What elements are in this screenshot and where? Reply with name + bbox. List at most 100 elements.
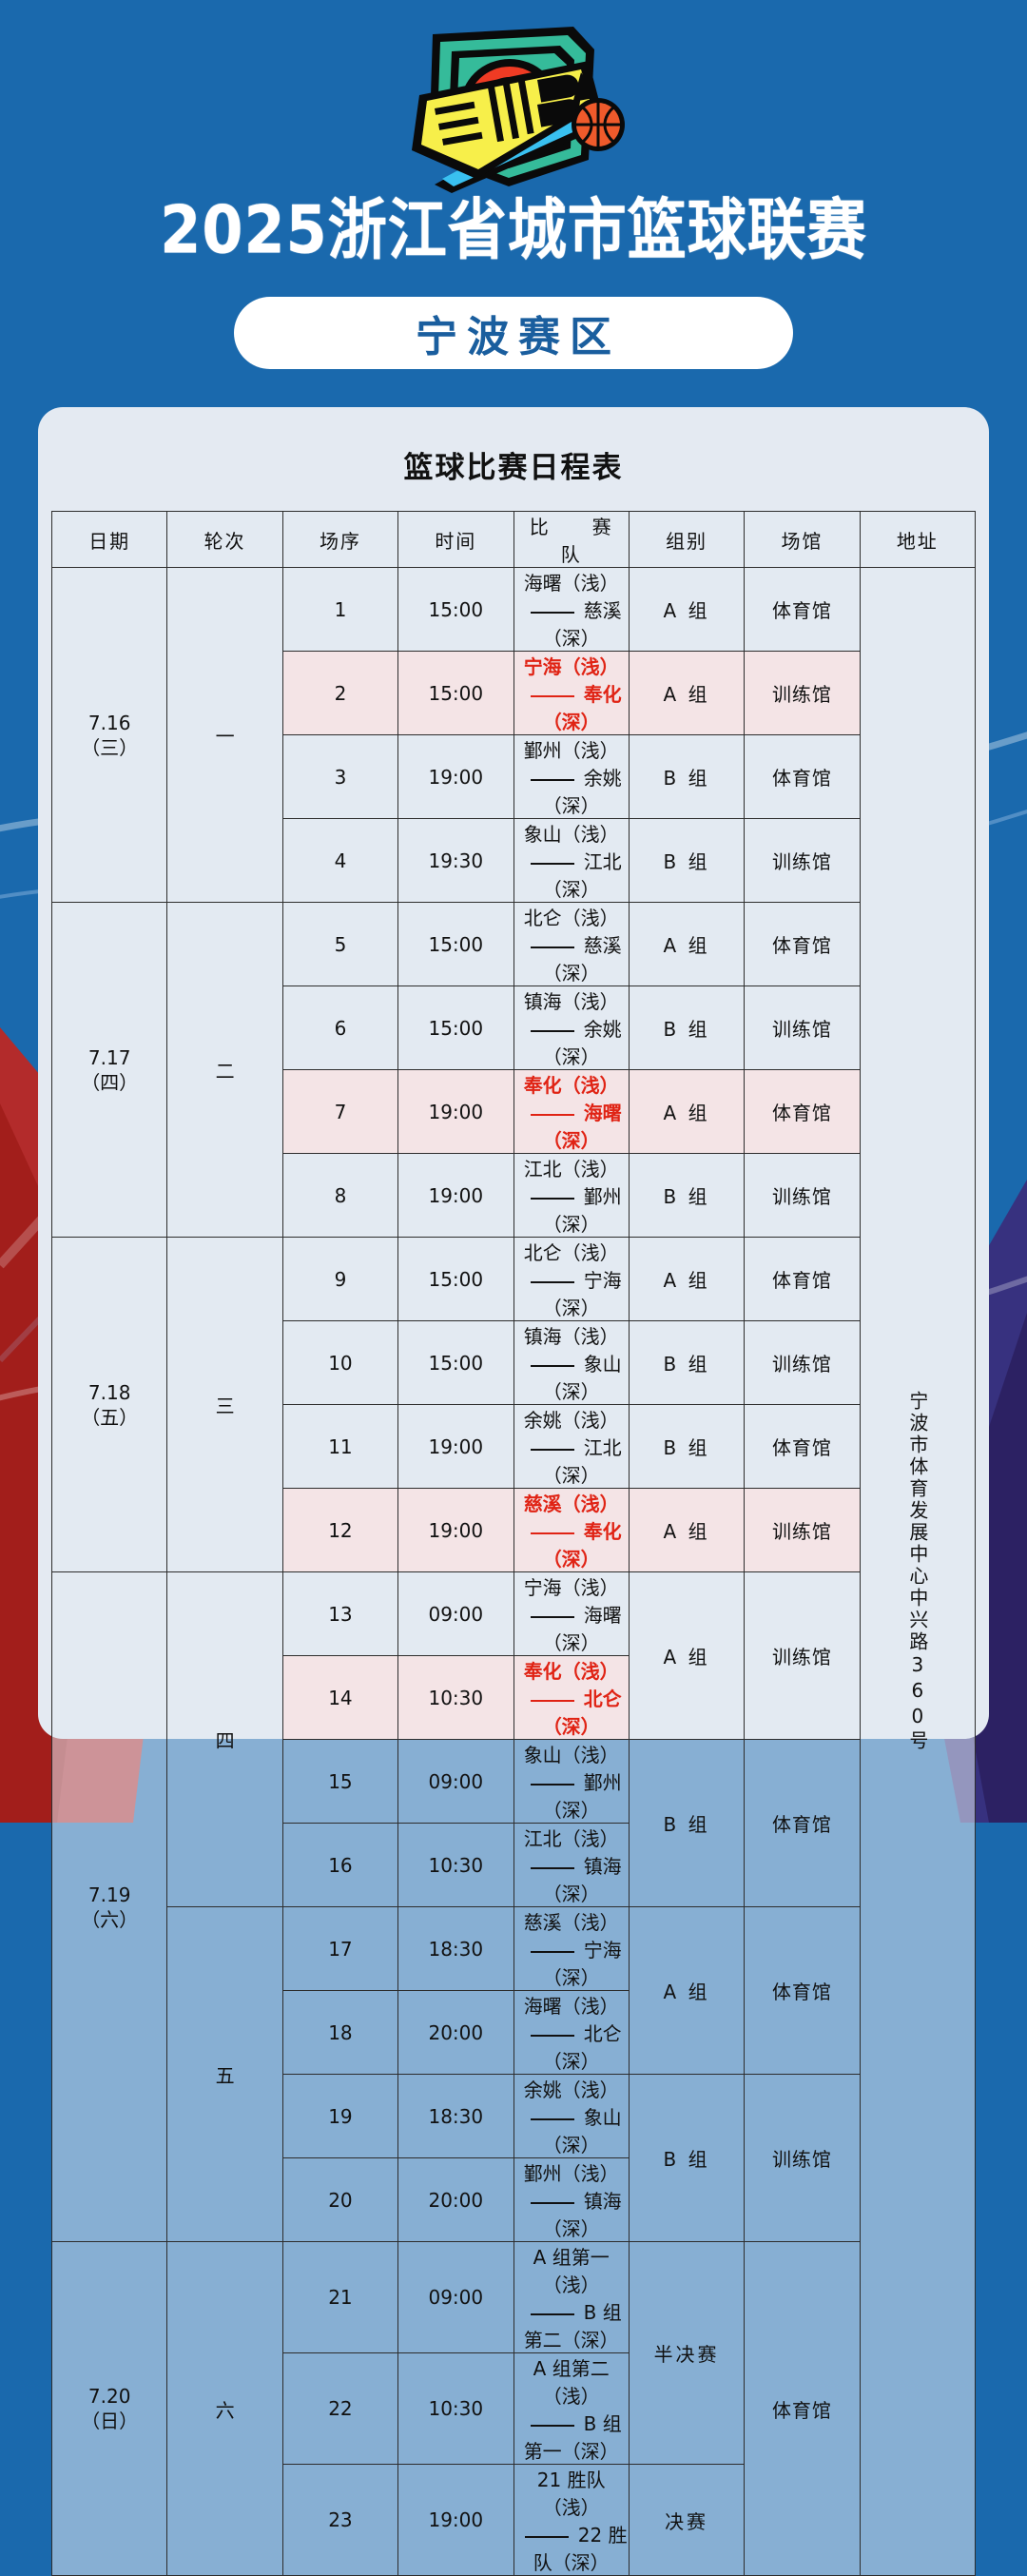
cell-group: A 组 [628, 567, 746, 652]
table-body: 7.16 （三）一 1 15:00 海曙（浅）慈溪（深） A 组体育馆 宁波市体育发展中心中… [50, 567, 977, 2576]
cell-venue: 体育馆 [744, 1739, 861, 1907]
away-team: 象山（深） [542, 1353, 622, 1403]
table-row: 7.16 （三）一 1 15:00 海曙（浅）慈溪（深） A 组体育馆 宁波市体育发展中心中… [50, 567, 977, 2576]
home-team: 镇海（浅） [523, 1325, 619, 1348]
vs-separator [530, 1364, 574, 1367]
cell-venue: 训练馆 [744, 1571, 861, 1740]
table-row: 7.19 （六）四 13 09:00 宁海（浅）海曙（深） A 组训练馆 [50, 1571, 976, 2242]
away-team: B 组第一（深） [523, 2412, 622, 2463]
cell-round: 二 [166, 902, 283, 1238]
cell-time: 15:00 [397, 1320, 514, 1405]
away-team: 象山（深） [542, 2106, 622, 2156]
cell-venue: 训练馆 [744, 651, 861, 735]
cell-match: 鄞州（浅） 镇海（深） [513, 2157, 630, 2242]
cell-group: B 组 [628, 986, 746, 1070]
home-team: 海曙（浅） [523, 1995, 619, 2018]
cell-match-no: 13 [281, 1571, 399, 1656]
cell-match: 江北（浅） 镇海（深） [513, 1823, 630, 1907]
cell-group: A 组 [628, 902, 746, 986]
header-match: 比 赛 队 [513, 511, 653, 568]
cell-time: 15:00 [397, 567, 514, 652]
vs-separator [530, 1197, 574, 1200]
vs-separator [530, 1950, 574, 1953]
vs-separator [530, 862, 574, 865]
table-row: 2 15:00 宁海（浅） 奉化（深） A 组训练馆 [52, 651, 976, 735]
table-row: 7.17 （四）二 5 15:00 北仑（浅）慈溪（深） A 组体育馆 [50, 902, 976, 1238]
cell-match: 鄞州（浅） 余姚（深） [513, 734, 630, 819]
table-row: 7.18 （五）三 9 15:00 北仑（浅）宁海（深） A 组体育馆 [50, 1237, 976, 1572]
cell-match-no: 1 [281, 567, 399, 652]
cell-match: 慈溪（浅） 宁海（深） [513, 1906, 630, 1991]
home-team: A 组第二（浅） [533, 2357, 610, 2408]
cell-time: 19:00 [397, 2464, 514, 2576]
cell-match: 镇海（浅） 余姚（深） [513, 986, 630, 1070]
cell-venue: 体育馆 [744, 1906, 861, 2075]
cell-group: A 组 [628, 1488, 746, 1572]
cell-match-no: 8 [281, 1153, 399, 1238]
cell-group: B 组 [628, 1153, 746, 1238]
address-text: 宁波市体育发展中心中兴路360号 [905, 1391, 929, 1752]
cell-date: 7.17 （四） [50, 902, 168, 1238]
vs-separator [530, 1783, 574, 1786]
cell-venue: 体育馆 [744, 1237, 861, 1321]
vs-separator [524, 2535, 569, 2538]
header-time: 时间 [397, 511, 514, 568]
home-team: 鄞州（浅） [523, 739, 619, 762]
cell-time: 20:00 [397, 1990, 514, 2075]
home-team: 江北（浅） [523, 1827, 619, 1850]
home-team: 江北（浅） [523, 1158, 619, 1181]
schedule-table-wrapper: 日期 轮次 场序 时间 比 赛 队 组别 场馆 地址 7.16 （三）一 1 15:0… [38, 511, 989, 2576]
cell-match-no: 9 [281, 1237, 399, 1321]
cell-match: 余姚（浅） 江北（深） [513, 1404, 630, 1489]
cell-group: A 组 [628, 1237, 746, 1321]
away-team: 慈溪（深） [542, 934, 622, 985]
home-team: 慈溪（浅） [523, 1493, 619, 1515]
cell-match-no: 17 [281, 1906, 399, 1991]
cell-match: A 组第一（浅）B 组第二（深） [513, 2241, 630, 2353]
away-team: 江北（深） [542, 1436, 622, 1487]
vs-separator [530, 1866, 574, 1869]
cell-match: 宁海（浅） 奉化（深） [513, 651, 630, 735]
cell-match-no: 12 [281, 1488, 399, 1572]
cell-venue: 体育馆 [744, 1404, 861, 1489]
cell-round: 三 [166, 1237, 283, 1572]
away-team: 镇海（深） [542, 1855, 622, 1905]
table-row: 3 19:00 鄞州（浅） 余姚（深） B 组体育馆 [52, 734, 976, 819]
cell-match: 奉化（浅） 北仑（深） [513, 1655, 630, 1740]
cell-match-no: 18 [281, 1990, 399, 2075]
header-date: 日期 [50, 511, 168, 568]
cell-time: 09:00 [397, 1571, 514, 1656]
away-team: B 组第二（深） [523, 2301, 622, 2352]
home-team: 象山（浅） [523, 823, 619, 846]
home-team: 奉化（浅） [523, 1074, 619, 1097]
cell-match: 北仑（浅） 宁海（深） [513, 1237, 630, 1321]
table-row: 8 19:00 江北（浅） 鄞州（深） B 组训练馆 [52, 1153, 976, 1238]
header-address: 地址 [859, 511, 977, 568]
cell-round: 五 [166, 1906, 283, 2242]
vs-separator [530, 694, 574, 697]
table-row: 11 19:00 余姚（浅） 江北（深） B 组体育馆 [52, 1404, 976, 1489]
table-head: 日期 轮次 场序 时间 比 赛 队 组别 场馆 地址 [50, 511, 977, 568]
vs-separator [530, 1699, 574, 1702]
cell-venue: 训练馆 [744, 818, 861, 903]
away-team: 江北（深） [542, 850, 622, 901]
cell-group: A 组 [628, 1906, 746, 2075]
cell-time: 19:00 [397, 1069, 514, 1154]
cell-match-no: 6 [281, 986, 399, 1070]
vs-separator [530, 778, 574, 781]
home-team: 余姚（浅） [523, 2078, 619, 2101]
home-team: 宁海（浅） [523, 655, 619, 678]
cell-match: 宁海（浅） 海曙（深） [513, 1571, 630, 1656]
vs-separator [530, 2117, 574, 2120]
home-team: 北仑（浅） [523, 1241, 619, 1264]
cell-match: 海曙（浅） 北仑（深） [513, 1990, 630, 2075]
cell-match: 余姚（浅） 象山（深） [513, 2074, 630, 2158]
cell-group: B 组 [628, 818, 746, 903]
cell-time: 20:00 [397, 2157, 514, 2242]
cell-venue: 训练馆 [744, 1488, 861, 1572]
table-row: 12 19:00 慈溪（浅） 奉化（深） A 组训练馆 [52, 1488, 976, 1572]
home-team: 21 胜队（浅） [536, 2469, 606, 2519]
cell-date: 7.16 （三） [50, 567, 168, 903]
cell-time: 15:00 [397, 902, 514, 986]
away-team: 奉化（深） [542, 1520, 622, 1571]
